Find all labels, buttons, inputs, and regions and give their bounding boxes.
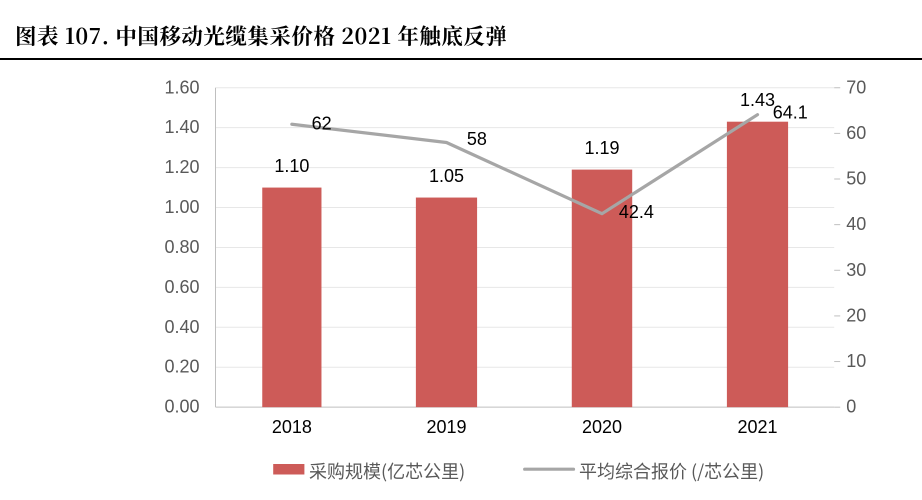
svg-text:采购规模(亿芯公里): 采购规模(亿芯公里) (309, 458, 465, 484)
svg-text:20: 20 (846, 305, 866, 325)
svg-text:2020: 2020 (582, 417, 622, 437)
svg-text:62: 62 (312, 113, 332, 133)
svg-text:2018: 2018 (272, 417, 312, 437)
svg-text:70: 70 (846, 77, 866, 97)
svg-text:1.00: 1.00 (164, 197, 199, 217)
svg-text:64.1: 64.1 (773, 102, 808, 122)
svg-text:30: 30 (846, 260, 866, 280)
svg-text:平均综合报价 (/芯公里): 平均综合报价 (/芯公里) (579, 458, 764, 484)
svg-text:42.4: 42.4 (619, 202, 654, 222)
svg-text:58: 58 (467, 129, 487, 149)
svg-text:1.43: 1.43 (740, 90, 775, 110)
svg-text:2021: 2021 (737, 417, 777, 437)
svg-text:60: 60 (846, 123, 866, 143)
svg-text:1.05: 1.05 (429, 166, 464, 186)
svg-text:0.60: 0.60 (164, 277, 199, 297)
svg-text:1.19: 1.19 (584, 138, 619, 158)
svg-text:0.00: 0.00 (164, 397, 199, 417)
svg-text:50: 50 (846, 169, 866, 189)
svg-text:2019: 2019 (426, 417, 466, 437)
svg-text:1.40: 1.40 (164, 117, 199, 137)
svg-text:1.10: 1.10 (274, 156, 309, 176)
svg-text:0.40: 0.40 (164, 317, 199, 337)
svg-text:0: 0 (846, 397, 856, 417)
svg-text:0.80: 0.80 (164, 237, 199, 257)
svg-text:10: 10 (846, 351, 866, 371)
svg-text:1.20: 1.20 (164, 157, 199, 177)
svg-text:0.20: 0.20 (164, 357, 199, 377)
svg-text:40: 40 (846, 214, 866, 234)
svg-text:1.60: 1.60 (164, 77, 199, 97)
